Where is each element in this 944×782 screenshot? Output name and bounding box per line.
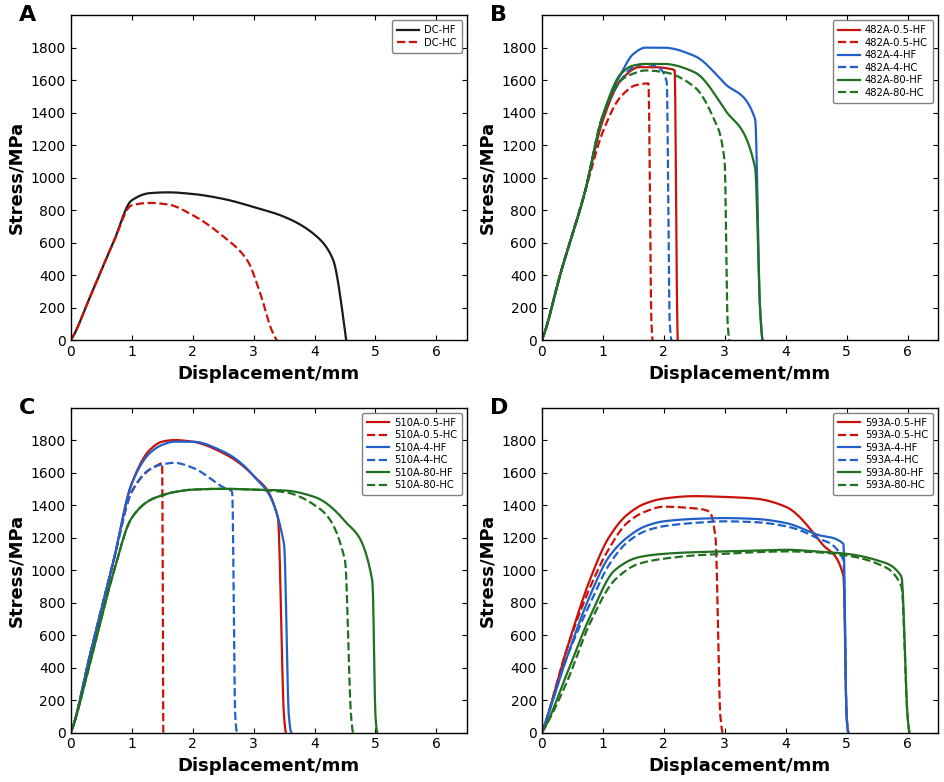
- X-axis label: Displacement/mm: Displacement/mm: [177, 757, 360, 775]
- Legend: 510A-0.5-HF, 510A-0.5-HC, 510A-4-HF, 510A-4-HC, 510A-80-HF, 510A-80-HC: 510A-0.5-HF, 510A-0.5-HC, 510A-4-HF, 510…: [362, 413, 462, 495]
- Text: A: A: [19, 5, 36, 25]
- Y-axis label: Stress/MPa: Stress/MPa: [478, 514, 496, 626]
- Y-axis label: Stress/MPa: Stress/MPa: [478, 121, 496, 235]
- Legend: 482A-0.5-HF, 482A-0.5-HC, 482A-4-HF, 482A-4-HC, 482A-80-HF, 482A-80-HC: 482A-0.5-HF, 482A-0.5-HC, 482A-4-HF, 482…: [833, 20, 932, 102]
- Text: D: D: [490, 398, 508, 418]
- Y-axis label: Stress/MPa: Stress/MPa: [7, 514, 25, 626]
- X-axis label: Displacement/mm: Displacement/mm: [649, 757, 830, 775]
- X-axis label: Displacement/mm: Displacement/mm: [649, 364, 830, 382]
- Legend: DC-HF, DC-HC: DC-HF, DC-HC: [392, 20, 462, 52]
- X-axis label: Displacement/mm: Displacement/mm: [177, 364, 360, 382]
- Text: C: C: [19, 398, 36, 418]
- Y-axis label: Stress/MPa: Stress/MPa: [7, 121, 25, 235]
- Legend: 593A-0.5-HF, 593A-0.5-HC, 593A-4-HF, 593A-4-HC, 593A-80-HF, 593A-80-HC: 593A-0.5-HF, 593A-0.5-HC, 593A-4-HF, 593…: [832, 413, 932, 495]
- Text: B: B: [490, 5, 507, 25]
